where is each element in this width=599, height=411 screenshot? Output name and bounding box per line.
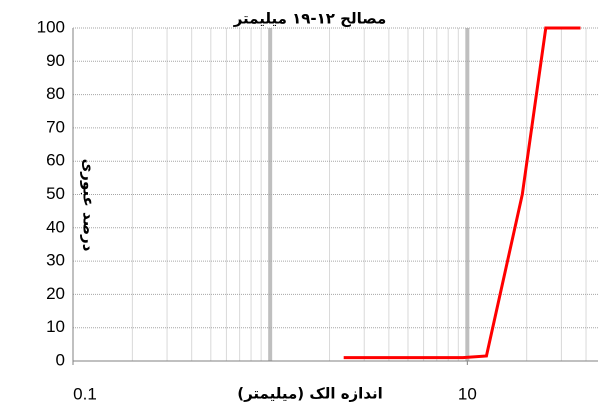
x-tick-label: 10 xyxy=(458,384,477,403)
y-tick-label: 60 xyxy=(46,151,65,170)
x-axis-title: اندازه الک (میلیمتر) xyxy=(237,385,383,403)
y-tick-label: 80 xyxy=(46,84,65,103)
y-tick-label: 70 xyxy=(46,117,65,136)
grid xyxy=(73,27,598,362)
y-axis-title: درصد عبوری xyxy=(80,159,98,252)
y-tick-label: 30 xyxy=(46,251,65,270)
y-tick-label: 10 xyxy=(46,317,65,336)
x-tick-label: 0.1 xyxy=(73,384,97,403)
y-tick-label: 50 xyxy=(46,184,65,203)
data-line xyxy=(343,26,581,360)
y-tick-label: 90 xyxy=(46,51,65,70)
chart-title: مصالح ۱۲-۱۹ میلیمتر xyxy=(233,10,387,28)
y-tick-label: 100 xyxy=(37,17,65,36)
y-tick-label: 40 xyxy=(46,217,65,236)
y-tick-label: 0 xyxy=(56,350,65,369)
y-tick-label: 20 xyxy=(46,284,65,303)
